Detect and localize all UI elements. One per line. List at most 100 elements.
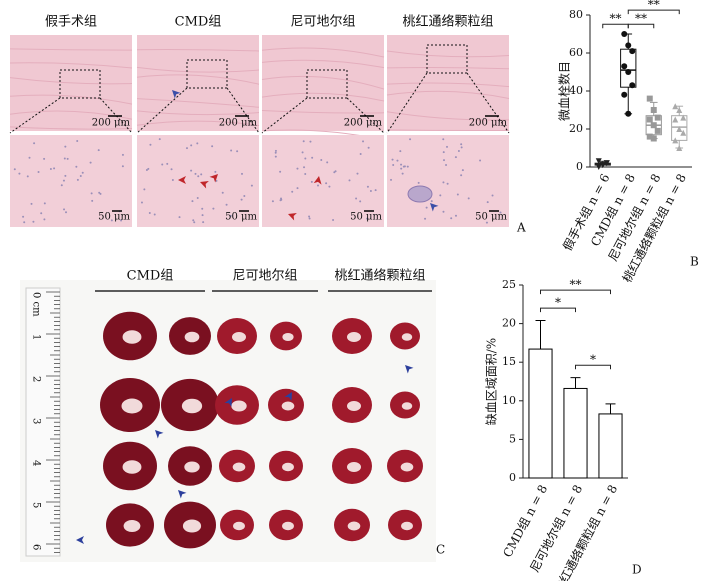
data-point: [595, 164, 602, 170]
heart-lumen: [123, 520, 141, 532]
tissue-fiber: [261, 59, 385, 69]
data-point: [625, 69, 632, 75]
nucleus: [240, 172, 243, 175]
nucleus: [110, 219, 113, 222]
bar: [563, 387, 588, 479]
tissue-fiber: [261, 92, 385, 102]
nucleus: [461, 169, 464, 172]
heart-lumen: [231, 400, 247, 412]
tissue-fiber: [136, 120, 260, 127]
arrowhead: [224, 398, 232, 407]
ruler-label: 2: [31, 376, 42, 382]
scale-label: 200 μm: [92, 118, 131, 129]
ruler-label: 5: [31, 502, 42, 508]
nucleus: [304, 173, 307, 176]
heart-lumen: [233, 521, 245, 531]
heart-lumen: [182, 519, 202, 533]
nucleus: [396, 159, 399, 162]
heart-lumen: [282, 333, 294, 341]
nucleus: [400, 163, 403, 166]
nucleus: [460, 174, 463, 177]
data-point: [680, 129, 687, 136]
nucleus: [53, 167, 56, 170]
nucleus: [359, 152, 362, 155]
nucleus: [326, 161, 329, 164]
heart-lumen: [347, 521, 361, 531]
nucleus: [442, 138, 445, 141]
tissue-fiber: [386, 66, 510, 70]
nucleus: [201, 214, 204, 217]
data-point: [603, 160, 610, 167]
nucleus: [279, 170, 282, 173]
nucleus: [170, 168, 173, 171]
nucleus: [391, 158, 394, 161]
tissue-fiber: [136, 74, 260, 85]
histology-high: [262, 135, 384, 227]
group-label: 假手术组: [45, 15, 97, 30]
data-point: [595, 158, 602, 165]
y-axis-title: 缺血区域面积/%: [484, 338, 499, 425]
arrowhead: [288, 212, 297, 221]
nucleus: [121, 165, 124, 168]
nucleus: [18, 172, 21, 175]
heart-lumen: [347, 332, 361, 342]
nucleus: [193, 221, 196, 224]
nucleus: [190, 144, 193, 147]
nucleus: [366, 185, 369, 188]
ruler-label: 6: [31, 544, 42, 550]
data-point: [676, 107, 683, 113]
nucleus: [37, 171, 40, 174]
tissue-fiber: [9, 94, 133, 105]
nucleus: [75, 165, 78, 168]
y-tick-label: 20: [569, 122, 583, 135]
nucleus: [43, 202, 46, 205]
y-tick-label: 5: [509, 432, 516, 445]
heart-lumen: [122, 460, 142, 474]
nucleus: [192, 219, 195, 222]
significance-bracket: [540, 307, 576, 313]
nucleus: [145, 168, 148, 171]
scale-label: 50 μm: [350, 212, 382, 223]
nucleus: [250, 184, 253, 187]
data-point: [672, 103, 679, 110]
tissue-fiber: [136, 66, 260, 73]
nucleus: [201, 207, 204, 210]
group-label: CMD组: [127, 269, 174, 284]
nucleus: [63, 157, 66, 160]
nucleus: [479, 159, 482, 162]
nucleus: [211, 145, 214, 148]
nucleus: [367, 146, 370, 149]
nucleus: [225, 203, 228, 206]
y-tick-label: 20: [502, 317, 516, 330]
heart-lumen: [347, 401, 361, 411]
nucleus: [409, 138, 412, 141]
nucleus: [304, 157, 307, 160]
nucleus: [401, 172, 404, 175]
significance-label: **: [610, 12, 622, 26]
arrowhead: [76, 536, 84, 544]
box: [620, 48, 637, 88]
nucleus: [406, 165, 409, 168]
nucleus: [456, 193, 459, 196]
nucleus: [13, 168, 16, 171]
nucleus: [446, 145, 449, 148]
ruler: [25, 287, 61, 557]
nucleus: [303, 166, 306, 169]
nucleus: [362, 140, 365, 143]
scale-label: 200 μm: [219, 118, 258, 129]
y-tick-label: 10: [502, 394, 516, 407]
nucleus: [328, 185, 331, 188]
nucleus: [22, 215, 25, 218]
nucleus: [79, 175, 82, 178]
nucleus: [64, 174, 67, 177]
nucleus: [271, 200, 274, 203]
nucleus: [190, 169, 193, 172]
nucleus: [457, 150, 460, 153]
data-point: [650, 135, 657, 142]
heart-lumen: [184, 461, 200, 473]
nucleus: [308, 217, 311, 220]
data-point: [621, 91, 628, 98]
nucleus: [64, 145, 67, 148]
heart-lumen: [232, 332, 246, 342]
nucleus: [121, 153, 124, 156]
